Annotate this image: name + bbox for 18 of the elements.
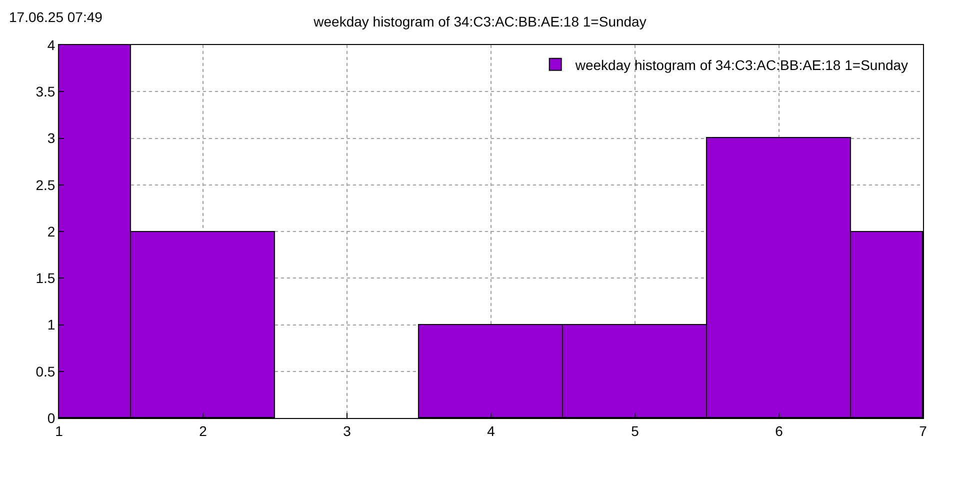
x-tick-label: 2 (199, 422, 208, 439)
y-tick-label: 4 (47, 36, 56, 53)
y-tick-label: 1.5 (36, 270, 56, 286)
y-tick-label: 2.5 (36, 176, 56, 193)
x-tick-label: 6 (775, 422, 784, 439)
y-tick-label: 1 (47, 316, 56, 333)
y-tick-label: 2 (47, 223, 56, 240)
legend-label: weekday histogram of 34:C3:AC:BB:AE:18 1=Sunday (574, 56, 908, 73)
y-tick-label: 0.5 (36, 363, 56, 380)
y-tick-label: 3.5 (36, 84, 56, 100)
x-tick-label: 7 (919, 422, 928, 439)
y-tick-label: 3 (47, 130, 56, 146)
y-tick-label: 0 (47, 410, 56, 426)
x-tick-label: 5 (631, 422, 640, 439)
chart-title: weekday histogram of 34:C3:AC:BB:AE:18 1=Sunday (312, 14, 646, 30)
x-tick-label: 3 (343, 422, 352, 439)
x-tick-label: 4 (487, 422, 496, 439)
text: 17.06.25 07:49 (9, 9, 103, 25)
